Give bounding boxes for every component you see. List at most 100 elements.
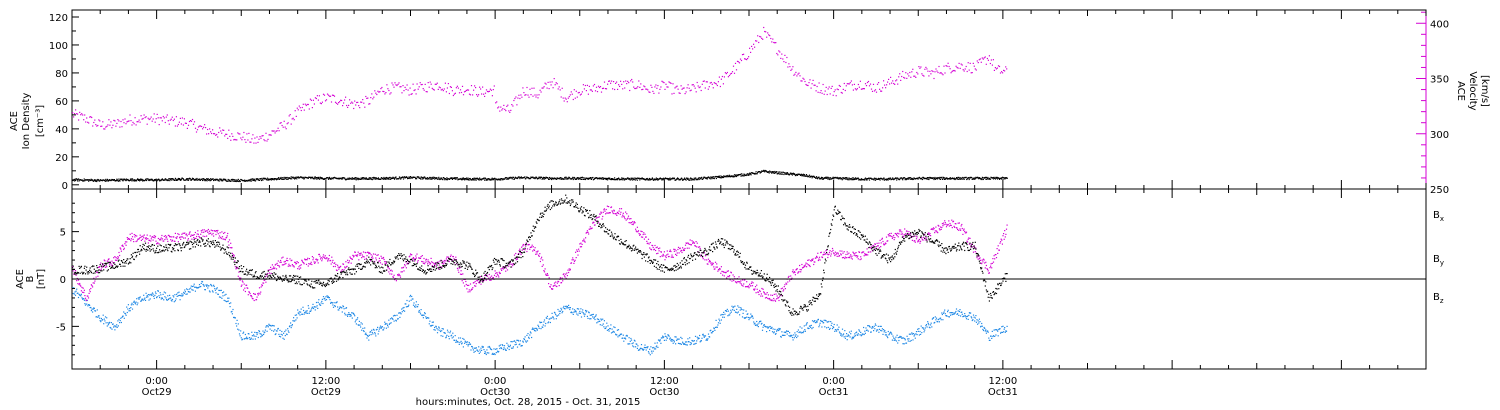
data-point — [529, 88, 531, 90]
data-point — [815, 90, 817, 92]
data-point — [126, 121, 128, 123]
data-point — [473, 89, 475, 91]
data-point — [582, 312, 584, 314]
data-point — [939, 176, 941, 178]
data-point — [440, 335, 442, 337]
data-point — [932, 177, 935, 179]
data-point — [816, 177, 818, 179]
data-point — [391, 318, 393, 320]
data-point — [563, 100, 565, 102]
data-point — [761, 322, 763, 324]
data-point — [248, 337, 251, 339]
data-point — [414, 306, 416, 308]
data-point — [931, 326, 933, 328]
data-point — [466, 179, 469, 181]
data-point — [410, 299, 412, 301]
data-point — [1001, 331, 1003, 333]
data-point — [292, 320, 294, 322]
data-point — [264, 279, 266, 281]
data-point — [144, 299, 147, 301]
data-point — [317, 301, 319, 303]
data-point — [846, 83, 848, 85]
data-point — [872, 327, 874, 329]
data-point — [671, 178, 673, 180]
data-point — [291, 264, 293, 266]
data-point — [342, 105, 344, 107]
data-point — [417, 306, 419, 308]
data-point — [946, 177, 948, 179]
data-point — [103, 318, 105, 320]
data-point — [381, 86, 383, 89]
data-point — [672, 83, 674, 85]
data-point — [204, 289, 206, 291]
data-point — [573, 89, 575, 91]
data-point — [821, 92, 823, 94]
data-point — [424, 313, 426, 315]
data-point — [87, 121, 89, 123]
data-point — [679, 343, 681, 345]
data-point — [283, 261, 285, 263]
data-point — [143, 237, 145, 239]
data-point — [539, 322, 541, 324]
data-point — [778, 173, 780, 175]
data-point — [295, 319, 297, 321]
data-point — [676, 85, 678, 87]
data-point — [711, 178, 713, 180]
data-point — [632, 342, 634, 344]
data-point — [100, 268, 102, 270]
data-point — [679, 92, 681, 94]
data-point — [689, 90, 691, 92]
data-point — [913, 75, 915, 77]
data-point — [775, 332, 777, 335]
data-point — [974, 178, 976, 180]
data-point — [359, 107, 361, 109]
data-point — [274, 132, 276, 134]
data-point — [201, 281, 204, 283]
data-point — [348, 312, 350, 314]
data-point — [929, 327, 931, 329]
data-point — [960, 311, 962, 313]
data-point — [642, 348, 644, 350]
data-point — [932, 70, 934, 73]
data-point — [223, 232, 225, 234]
data-point — [274, 329, 276, 331]
data-point — [118, 179, 120, 181]
data-point — [882, 333, 884, 335]
data-point — [329, 177, 332, 180]
data-point — [312, 99, 314, 101]
data-point — [983, 57, 985, 59]
data-point — [88, 180, 90, 182]
data-point — [170, 239, 172, 241]
data-point — [585, 309, 587, 312]
data-point — [192, 289, 194, 291]
data-point — [325, 178, 327, 180]
data-point — [241, 139, 243, 141]
data-point — [80, 290, 82, 292]
data-point — [617, 178, 619, 180]
data-point — [690, 179, 692, 181]
data-point — [206, 178, 208, 180]
data-point — [630, 179, 632, 181]
data-point — [217, 179, 219, 181]
data-point — [769, 170, 771, 172]
data-point — [759, 172, 761, 174]
data-point — [255, 335, 257, 337]
data-point — [218, 237, 220, 239]
data-point — [600, 318, 602, 320]
data-point — [602, 87, 605, 89]
data-point — [139, 237, 141, 239]
data-point — [271, 130, 273, 132]
data-point — [480, 88, 482, 90]
data-point — [123, 248, 125, 251]
data-point — [214, 230, 216, 232]
data-point — [525, 94, 527, 96]
data-point — [515, 96, 517, 98]
data-point — [771, 171, 773, 173]
data-point — [827, 88, 829, 90]
data-point — [256, 296, 258, 298]
data-point — [647, 346, 649, 348]
data-point — [153, 297, 155, 299]
data-point — [288, 115, 290, 117]
data-point — [414, 176, 416, 178]
data-point — [252, 179, 254, 182]
